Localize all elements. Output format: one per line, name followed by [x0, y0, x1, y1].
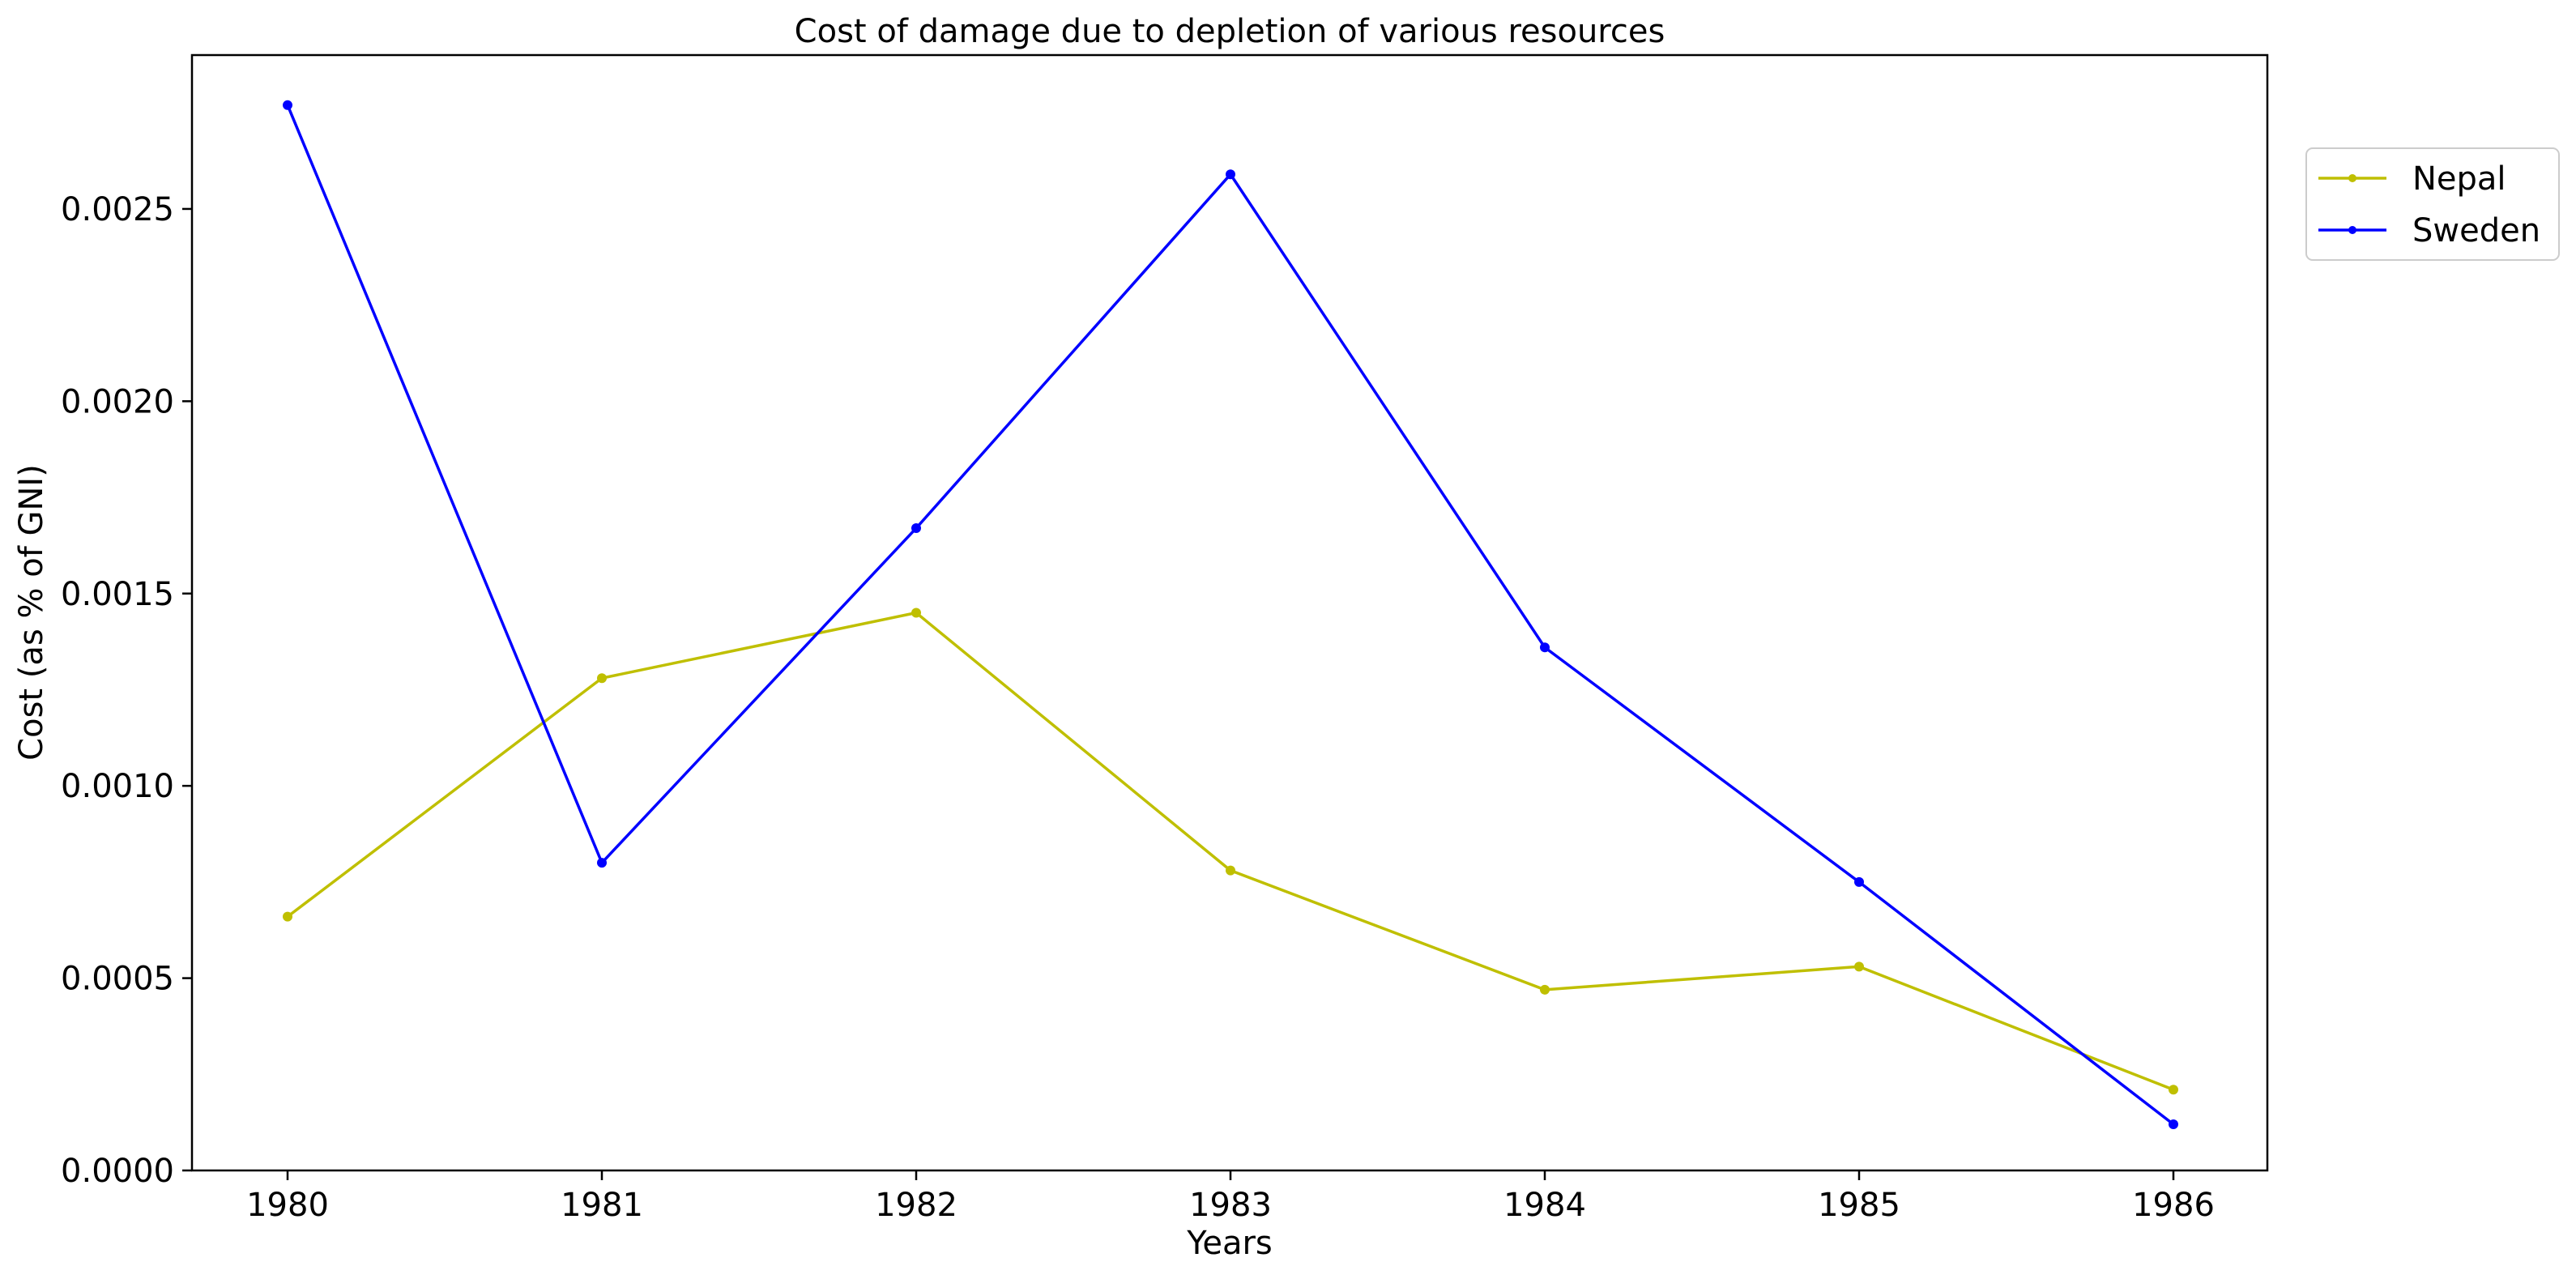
y-tick-label: 0.0005	[61, 961, 174, 998]
x-tick-label: 1985	[1818, 1187, 1900, 1224]
data-point-sweden	[597, 858, 607, 868]
x-axis-label: Years	[1186, 1225, 1273, 1262]
data-point-sweden	[1226, 169, 1235, 180]
data-point-nepal	[597, 673, 607, 684]
legend-frame	[2305, 147, 2560, 261]
data-point-nepal	[2169, 1085, 2178, 1095]
data-point-sweden	[2169, 1119, 2178, 1130]
x-tick-label: 1982	[875, 1187, 957, 1224]
data-point-nepal	[1540, 984, 1550, 995]
data-point-sweden	[911, 523, 921, 534]
y-axis-label: Cost (as % of GNI)	[13, 464, 50, 761]
series-layer	[283, 100, 2178, 1130]
data-point-nepal	[1226, 865, 1235, 876]
data-point-nepal	[911, 608, 921, 618]
data-point-sweden	[1854, 876, 1864, 887]
y-tick-label: 0.0010	[61, 768, 174, 805]
plot-frame	[190, 53, 2269, 1172]
legend-marker-sweden	[2348, 226, 2356, 234]
x-tick-label: 1980	[246, 1187, 329, 1224]
chart-title: Cost of damage due to depletion of vario…	[795, 13, 1665, 50]
x-axis-ticks: 1980 1981 1982 1983 1984 1985 1986	[246, 1170, 2215, 1224]
data-point-nepal	[1854, 961, 1864, 972]
x-tick-label: 1983	[1189, 1187, 1272, 1224]
legend-label-nepal: Nepal	[2412, 160, 2506, 198]
y-tick-label: 0.0000	[61, 1153, 174, 1190]
data-point-nepal	[283, 911, 292, 922]
x-tick-label: 1984	[1503, 1187, 1586, 1224]
y-tick-label: 0.0015	[61, 576, 174, 613]
data-point-sweden	[283, 100, 292, 110]
legend-label-sweden: Sweden	[2412, 212, 2540, 249]
x-tick-label: 1981	[561, 1187, 643, 1224]
data-point-sweden	[1540, 642, 1550, 653]
x-tick-label: 1986	[2132, 1187, 2215, 1224]
y-axis-ticks: 0.0000 0.0005 0.0010 0.0015 0.0020 0.0025	[61, 191, 192, 1190]
legend-marker-nepal	[2348, 174, 2356, 182]
y-tick-label: 0.0025	[61, 191, 174, 228]
y-tick-label: 0.0020	[61, 383, 174, 420]
legend: Nepal Sweden	[2305, 147, 2560, 261]
